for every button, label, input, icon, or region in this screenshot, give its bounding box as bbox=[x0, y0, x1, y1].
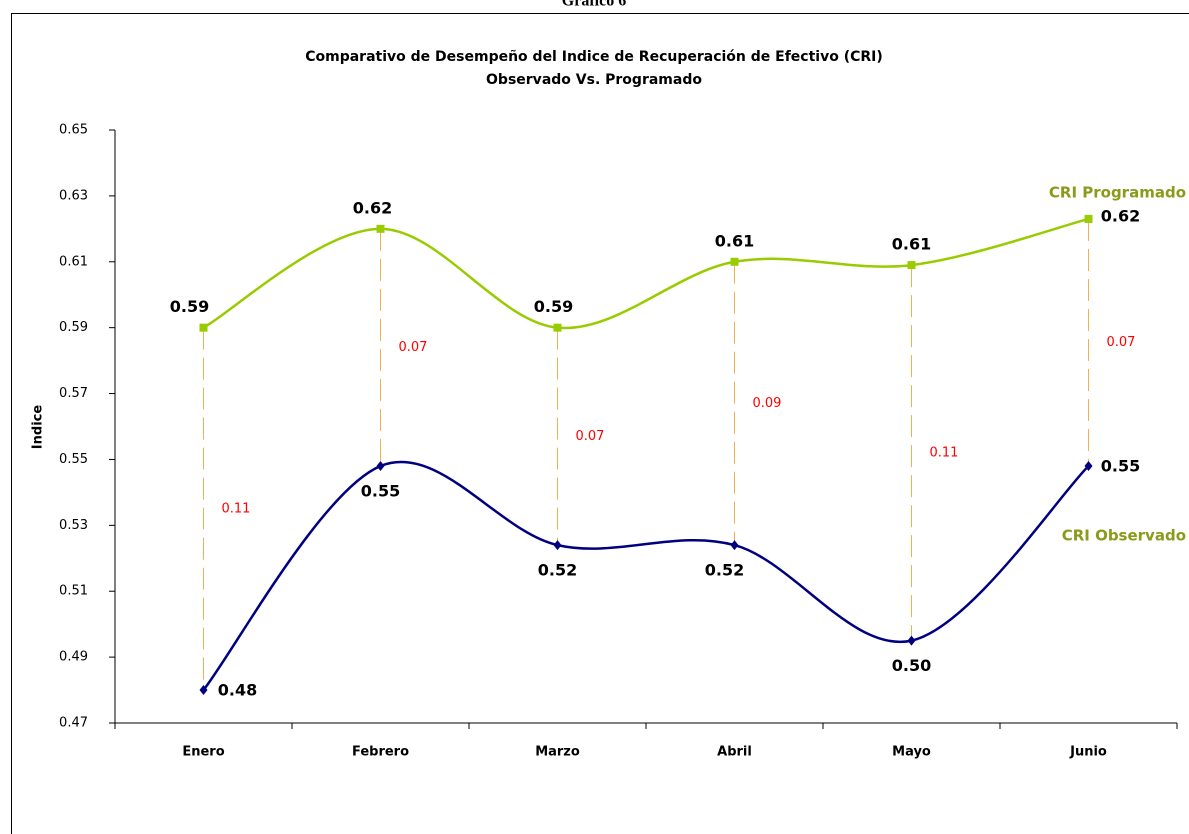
y-tick-label: 0.61 bbox=[59, 254, 88, 269]
difference-label: 0.11 bbox=[222, 501, 251, 516]
marker bbox=[553, 323, 562, 332]
chart-title: Comparativo de Desempeño del Indice de R… bbox=[305, 49, 883, 65]
marker bbox=[907, 261, 916, 270]
data-label: 0.55 bbox=[361, 482, 400, 501]
marker bbox=[1084, 214, 1093, 223]
difference-label: 0.07 bbox=[399, 340, 428, 355]
y-tick-label: 0.51 bbox=[59, 584, 88, 599]
marker bbox=[376, 461, 385, 472]
data-label: 0.61 bbox=[715, 231, 754, 250]
data-label: 0.61 bbox=[892, 235, 931, 254]
y-tick-label: 0.57 bbox=[59, 386, 88, 401]
y-tick-label: 0.49 bbox=[59, 650, 88, 665]
series-label: CRI Programado bbox=[1049, 184, 1186, 202]
difference-label: 0.07 bbox=[1107, 335, 1136, 350]
difference-label: 0.11 bbox=[930, 445, 959, 460]
x-tick-label: Febrero bbox=[352, 745, 409, 760]
chart-border bbox=[11, 13, 1189, 834]
x-tick-label: Abril bbox=[717, 745, 752, 760]
y-axis-label: Indice bbox=[31, 405, 46, 450]
series-label: CRI Observado bbox=[1062, 527, 1186, 545]
data-label: 0.62 bbox=[353, 198, 392, 217]
data-label: 0.59 bbox=[170, 297, 209, 316]
y-tick-label: 0.65 bbox=[59, 123, 88, 138]
y-tick-label: 0.55 bbox=[59, 452, 88, 467]
data-label: 0.55 bbox=[1101, 457, 1140, 476]
difference-label: 0.07 bbox=[576, 429, 605, 444]
data-label: 0.50 bbox=[892, 656, 931, 675]
marker bbox=[199, 323, 208, 332]
data-label: 0.52 bbox=[705, 561, 744, 580]
data-label: 0.52 bbox=[538, 561, 577, 580]
marker bbox=[199, 685, 208, 696]
series-line bbox=[202, 217, 1089, 330]
y-tick-label: 0.47 bbox=[59, 716, 88, 731]
x-tick-label: Marzo bbox=[535, 745, 580, 760]
marker bbox=[730, 257, 739, 266]
series-line bbox=[202, 460, 1090, 691]
marker bbox=[1084, 461, 1093, 472]
marker bbox=[553, 540, 562, 551]
x-tick-label: Junio bbox=[1069, 745, 1107, 760]
y-tick-label: 0.53 bbox=[59, 518, 88, 533]
x-tick-label: Enero bbox=[182, 745, 224, 760]
marker bbox=[376, 224, 385, 233]
data-label: 0.48 bbox=[218, 681, 257, 700]
page-title: Gráfico 6 bbox=[562, 0, 626, 10]
chart-subtitle: Observado Vs. Programado bbox=[486, 72, 702, 88]
x-tick-label: Mayo bbox=[892, 745, 931, 760]
marker bbox=[907, 635, 916, 646]
marker bbox=[730, 540, 739, 551]
y-tick-label: 0.63 bbox=[59, 188, 88, 203]
data-label: 0.59 bbox=[534, 297, 573, 316]
data-label: 0.62 bbox=[1101, 206, 1140, 225]
y-tick-label: 0.59 bbox=[59, 320, 88, 335]
difference-label: 0.09 bbox=[753, 396, 782, 411]
